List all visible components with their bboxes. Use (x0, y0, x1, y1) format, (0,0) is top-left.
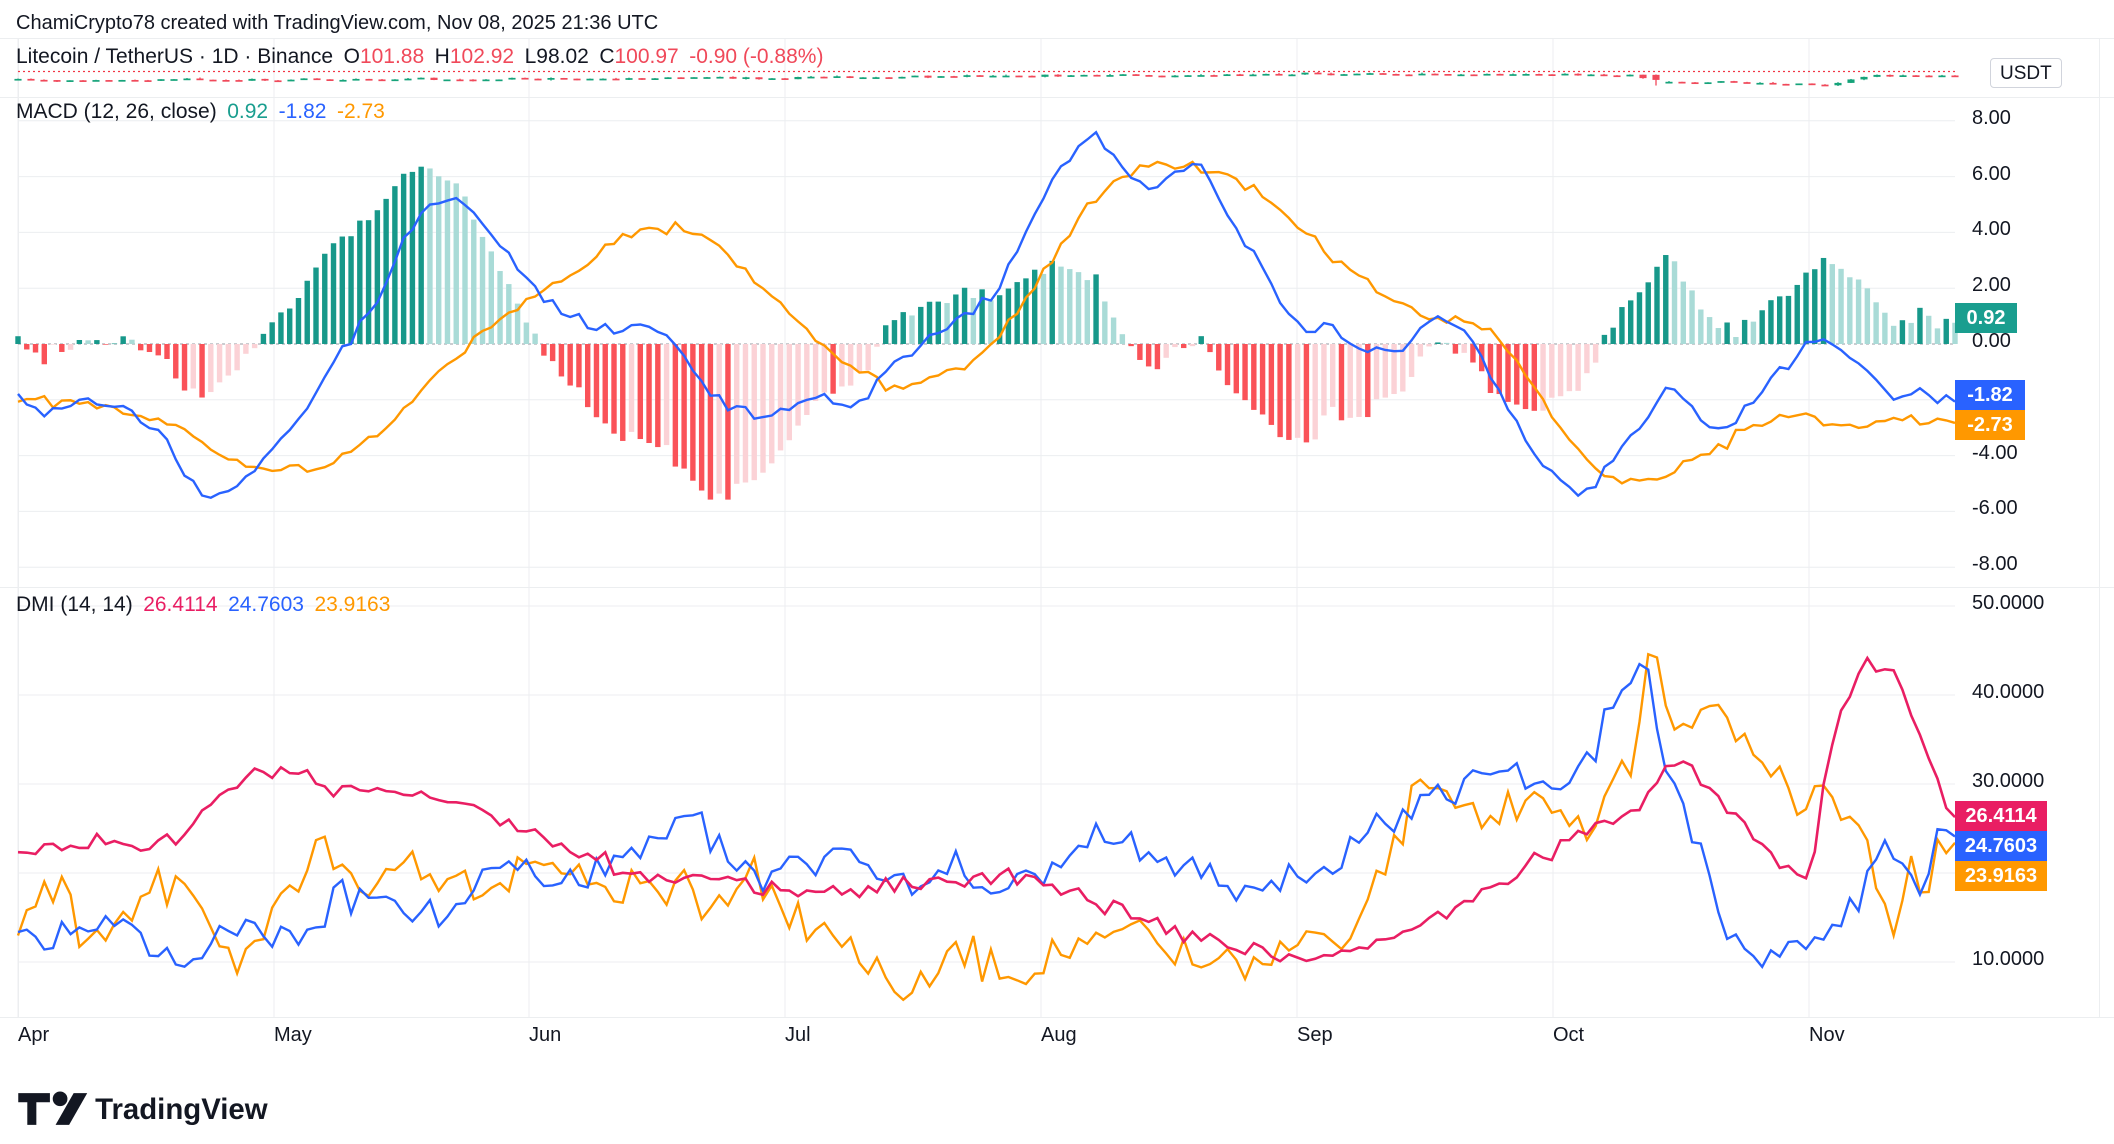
svg-text:TradingView: TradingView (95, 1093, 268, 1126)
